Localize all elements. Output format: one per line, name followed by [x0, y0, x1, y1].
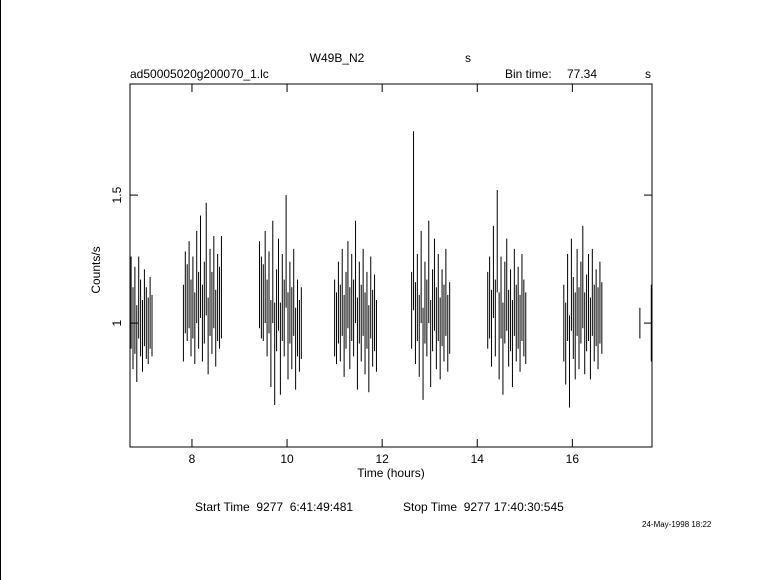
plot-frame [129, 83, 653, 448]
stop-time: Stop Time 9277 17:40:30:545 [403, 500, 564, 514]
y-tick-label: 1.5 [110, 186, 124, 203]
x-tick-label: 14 [471, 452, 485, 466]
x-tick-label: 16 [566, 452, 580, 466]
title-unit: s [465, 51, 471, 65]
y-tick-label: 1 [110, 319, 124, 326]
x-axis-label: Time (hours) [357, 466, 425, 480]
x-tick-label: 10 [280, 452, 294, 466]
chart-title: W49B_N2 [310, 51, 365, 65]
bin-time: 77.34 [567, 67, 597, 81]
start-time: Start Time 9277 6:41:49:481 [195, 500, 353, 514]
x-tick-label: 8 [189, 452, 196, 466]
bin-time-label: Bin time: [505, 67, 552, 81]
y-axis-label: Counts/s [89, 246, 103, 293]
date: 24-May-1998 18:22 [642, 520, 712, 529]
subtitle: ad50005020g200070_1.lc [130, 67, 269, 81]
bin-time-unit: s [645, 67, 651, 81]
x-tick-label: 12 [375, 452, 389, 466]
